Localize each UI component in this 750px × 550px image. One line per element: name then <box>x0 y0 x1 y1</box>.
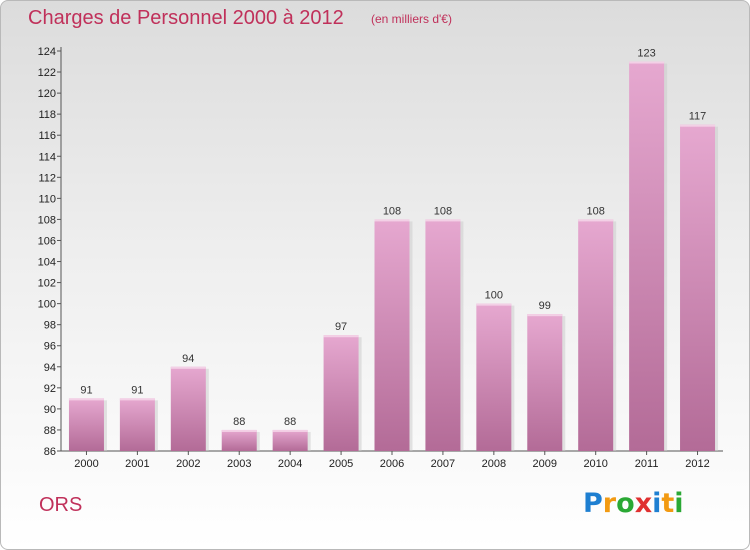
proxiti-logo[interactable]: Proxiti <box>583 488 684 519</box>
chart-title: Charges de Personnel 2000 à 2012 <box>28 7 344 29</box>
x-tick-label: 2000 <box>74 458 98 470</box>
x-tick-label: 2012 <box>685 458 709 470</box>
y-tick-label: 122 <box>38 67 56 79</box>
y-tick-label: 100 <box>38 299 56 311</box>
y-tick-label: 86 <box>44 446 56 458</box>
logo-letter: P <box>583 488 603 519</box>
bar-highlight <box>425 219 461 222</box>
bar-highlight <box>578 219 614 222</box>
y-tick-label: 114 <box>38 151 56 163</box>
city-name: ORS <box>39 494 83 516</box>
logo-letter: i <box>674 488 684 519</box>
bar-value-label: 94 <box>182 353 194 365</box>
bar[interactable] <box>119 398 155 451</box>
y-tick-label: 120 <box>38 88 56 100</box>
bar[interactable] <box>476 303 512 451</box>
x-tick-label: 2005 <box>329 458 353 470</box>
y-tick-label: 94 <box>44 362 56 374</box>
y-tick-label: 96 <box>44 341 56 353</box>
bar-value-label: 97 <box>335 321 347 333</box>
y-tick-label: 92 <box>44 383 56 395</box>
bar-highlight <box>629 61 665 64</box>
bar[interactable] <box>272 429 308 451</box>
x-tick-label: 2009 <box>533 458 557 470</box>
bar-highlight <box>680 124 716 127</box>
y-tick-label: 102 <box>38 278 56 290</box>
x-tick-label: 2004 <box>278 458 302 470</box>
x-tick-label: 2002 <box>176 458 200 470</box>
bar-highlight <box>221 429 257 432</box>
bar[interactable] <box>68 398 104 451</box>
bar-value-label: 117 <box>689 111 707 123</box>
bar[interactable] <box>374 219 410 451</box>
y-tick-label: 104 <box>38 257 56 269</box>
bar-value-label: 91 <box>80 384 92 396</box>
bar-highlight <box>119 398 155 401</box>
x-tick-label: 2008 <box>482 458 506 470</box>
bar-value-label: 123 <box>637 48 655 60</box>
bar-value-label: 99 <box>539 300 551 312</box>
bar[interactable] <box>425 219 461 451</box>
bar-highlight <box>374 219 410 222</box>
bar[interactable] <box>578 219 614 451</box>
y-tick-label: 90 <box>44 404 56 416</box>
bar-value-label: 108 <box>383 205 401 217</box>
bar[interactable] <box>170 366 206 451</box>
y-tick-label: 118 <box>38 109 56 121</box>
x-tick-label: 2006 <box>380 458 404 470</box>
logo-letter: t <box>661 488 675 519</box>
bar[interactable] <box>680 124 716 452</box>
x-tick-label: 2001 <box>125 458 149 470</box>
logo-letter: x <box>634 488 653 519</box>
y-tick-label: 124 <box>38 46 56 58</box>
bar-highlight <box>68 398 104 401</box>
y-tick-label: 88 <box>44 425 56 437</box>
y-tick-label: 116 <box>38 130 56 142</box>
bar[interactable] <box>527 314 563 451</box>
y-tick-label: 98 <box>44 320 56 332</box>
bar-value-label: 88 <box>233 416 245 428</box>
x-tick-label: 2003 <box>227 458 251 470</box>
x-tick-label: 2007 <box>431 458 455 470</box>
y-tick-label: 110 <box>38 193 56 205</box>
y-tick-label: 112 <box>38 172 56 184</box>
bar[interactable] <box>323 335 359 451</box>
bar-highlight <box>272 429 308 432</box>
bar-highlight <box>527 314 563 317</box>
x-tick-label: 2011 <box>635 458 659 470</box>
bar-highlight <box>476 303 512 306</box>
bar-value-label: 88 <box>284 416 296 428</box>
logo-letter: r <box>602 488 617 519</box>
logo-letter: i <box>652 488 662 519</box>
y-tick-label: 106 <box>38 235 56 247</box>
bar-value-label: 100 <box>485 290 503 302</box>
chart-unit: (en milliers d'€) <box>371 12 452 26</box>
bar-value-label: 91 <box>131 384 143 396</box>
y-tick-label: 108 <box>38 214 56 226</box>
bar-value-label: 108 <box>434 205 452 217</box>
bar-highlight <box>170 366 206 369</box>
bar[interactable] <box>221 429 257 451</box>
bar[interactable] <box>629 61 665 452</box>
x-tick-label: 2010 <box>583 458 607 470</box>
chart-bars: 91 91 94 88 88 97 108 108 100 99 108 123 117 <box>68 48 719 452</box>
bar-value-label: 108 <box>587 205 605 217</box>
logo-letter: o <box>616 488 635 519</box>
bar-highlight <box>323 335 359 338</box>
